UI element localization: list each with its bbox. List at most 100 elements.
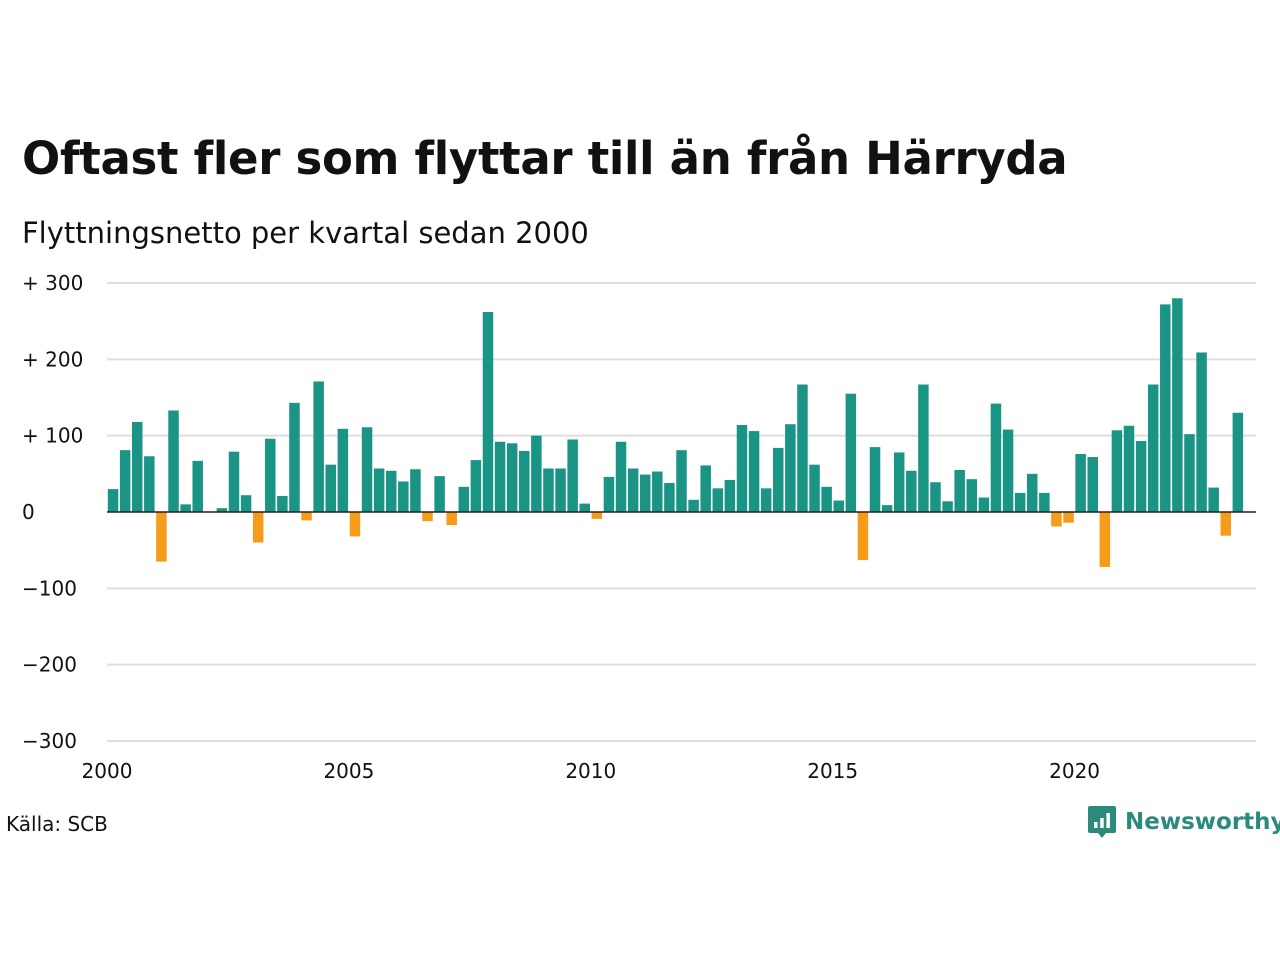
bar	[434, 476, 445, 512]
bar	[760, 488, 772, 512]
bar	[228, 451, 240, 512]
bar	[1147, 384, 1159, 512]
bar	[1014, 492, 1026, 512]
bar	[1075, 453, 1086, 512]
bar	[168, 410, 179, 512]
bar	[1087, 457, 1098, 512]
bar	[1051, 512, 1062, 527]
bar	[748, 431, 760, 512]
x-tick-label: 2005	[323, 759, 374, 783]
bar	[1123, 425, 1135, 512]
bar	[1160, 304, 1171, 512]
bar	[506, 443, 518, 512]
bar	[543, 468, 554, 512]
bar	[422, 512, 433, 522]
chart-subtitle: Flyttningsnetto per kvartal sedan 2000	[22, 216, 589, 250]
x-axis-tick-labels: 2000 2005 2010 2015 2020	[82, 759, 1100, 783]
y-tick-label: −100	[22, 576, 77, 600]
bar	[119, 450, 131, 512]
bar	[156, 512, 167, 562]
bar	[797, 384, 808, 512]
bar	[325, 464, 336, 512]
bar	[918, 384, 929, 512]
bar	[736, 424, 748, 512]
bar	[978, 497, 990, 512]
bar	[373, 468, 385, 512]
bar	[277, 495, 288, 512]
bar	[1002, 429, 1014, 512]
bar	[398, 481, 409, 512]
y-tick-label: + 100	[22, 424, 83, 448]
bar	[821, 486, 832, 512]
bar	[519, 450, 530, 512]
bar	[349, 512, 361, 537]
source-note: Källa: SCB	[6, 812, 108, 836]
bar	[1063, 512, 1074, 523]
bar	[446, 512, 457, 525]
bar	[1184, 434, 1195, 512]
bar	[773, 447, 784, 512]
bar	[869, 447, 881, 512]
bar	[785, 424, 796, 512]
bar	[1208, 487, 1219, 512]
bar	[313, 381, 324, 512]
bar	[615, 441, 627, 512]
bar	[906, 470, 917, 512]
bar	[857, 512, 869, 561]
bar	[144, 456, 155, 512]
bar	[700, 465, 711, 512]
bar	[385, 470, 397, 512]
bar	[1220, 512, 1232, 536]
bar	[410, 469, 421, 512]
bar	[1135, 441, 1147, 512]
bar	[1027, 473, 1038, 512]
bar	[930, 482, 941, 512]
y-tick-label: −300	[22, 729, 77, 753]
grid-lines	[107, 282, 1256, 742]
brand-name: Newsworthy	[1125, 809, 1280, 835]
bar	[494, 441, 506, 512]
bar	[458, 486, 470, 512]
chart-title: Oftast fler som flyttar till än från Här…	[22, 132, 1068, 185]
bar	[954, 470, 965, 512]
bar	[289, 402, 300, 512]
bar	[1196, 352, 1207, 512]
bar	[881, 505, 893, 512]
bar	[712, 488, 724, 512]
bar	[567, 439, 578, 512]
bar	[603, 476, 615, 512]
bar	[833, 500, 844, 512]
bar	[627, 468, 639, 512]
y-tick-label: −200	[22, 653, 77, 677]
bar	[1099, 512, 1111, 567]
y-tick-label: + 300	[22, 271, 83, 295]
bar	[942, 501, 953, 512]
bar	[676, 450, 687, 512]
bar	[893, 452, 905, 512]
bar	[216, 508, 228, 512]
bar	[591, 512, 603, 519]
bar	[470, 460, 482, 512]
brand-logo[interactable]: Newsworthy	[1087, 803, 1280, 841]
bar	[579, 503, 590, 512]
bar	[180, 504, 191, 512]
bar	[337, 428, 349, 512]
bar-chart: + 300 + 200 + 100 0 −100 −200 −300 2000 2005 201…	[22, 271, 1256, 783]
bar	[107, 489, 119, 512]
bars	[107, 298, 1244, 567]
bar	[966, 479, 978, 512]
x-tick-label: 2010	[565, 759, 616, 783]
bar	[724, 479, 736, 512]
bar	[265, 438, 276, 512]
x-tick-label: 2015	[807, 759, 858, 783]
y-tick-label: 0	[22, 500, 35, 524]
bar	[664, 482, 675, 512]
y-axis-tick-labels: + 300 + 200 + 100 0 −100 −200 −300	[22, 271, 83, 753]
bar	[990, 403, 1002, 512]
newsworthy-logo-icon	[1088, 806, 1116, 838]
bar	[1111, 430, 1123, 512]
bar	[652, 471, 663, 512]
bar	[555, 468, 566, 512]
bar	[361, 427, 373, 512]
bar	[809, 464, 820, 512]
